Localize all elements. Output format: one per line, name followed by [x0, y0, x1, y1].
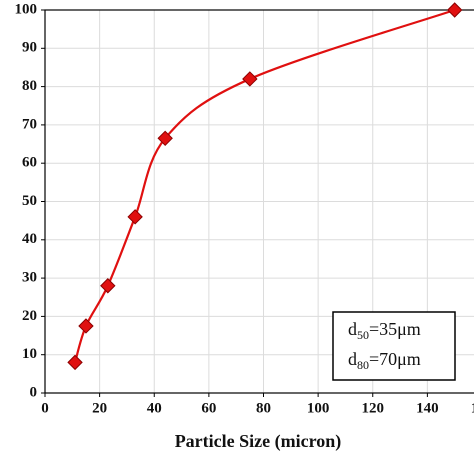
plot-frame	[44, 9, 474, 394]
annotation-part: 80	[357, 358, 369, 372]
y-tick-label: 90	[22, 40, 37, 56]
x-tick-label: 0	[41, 400, 49, 416]
marker	[157, 130, 173, 147]
y-tick-label: 40	[22, 231, 37, 247]
x-tick-label: 60	[201, 400, 216, 416]
annotation: d80=70μm	[348, 349, 421, 372]
annotation-part: 50	[357, 328, 369, 342]
x-tick-label: 80	[256, 400, 271, 416]
y-tick-label: 70	[22, 116, 37, 132]
marker	[446, 2, 463, 18]
annotation-part: d	[348, 319, 357, 339]
annotation-part: d	[348, 349, 357, 369]
x-tick-label: 160	[471, 400, 474, 416]
y-tick-label: 10	[22, 346, 37, 362]
marker	[100, 278, 116, 294]
marker	[67, 354, 83, 371]
annotation-part: =35μm	[369, 319, 421, 339]
y-tick-label: 0	[30, 384, 38, 400]
y-tick-label: 50	[22, 193, 37, 209]
y-tick-label: 100	[15, 1, 38, 17]
series-line	[73, 8, 456, 363]
y-tick-label: 30	[22, 270, 37, 286]
x-tick-label: 20	[92, 400, 107, 416]
marker	[127, 209, 143, 225]
annotation: d50=35μm	[348, 319, 421, 342]
marker	[242, 71, 258, 87]
x-axis-label: Particle Size (micron)	[175, 431, 342, 452]
x-tick-label: 100	[307, 400, 330, 416]
y-tick-label: 20	[22, 308, 37, 324]
marker	[78, 318, 94, 334]
annotation-box	[332, 311, 456, 381]
x-tick-label: 40	[147, 400, 162, 416]
x-tick-label: 120	[362, 400, 385, 416]
y-tick-label: 60	[22, 155, 37, 171]
annotation-part: =70μm	[369, 349, 421, 369]
y-tick-label: 80	[22, 78, 37, 94]
x-tick-label: 140	[416, 400, 439, 416]
